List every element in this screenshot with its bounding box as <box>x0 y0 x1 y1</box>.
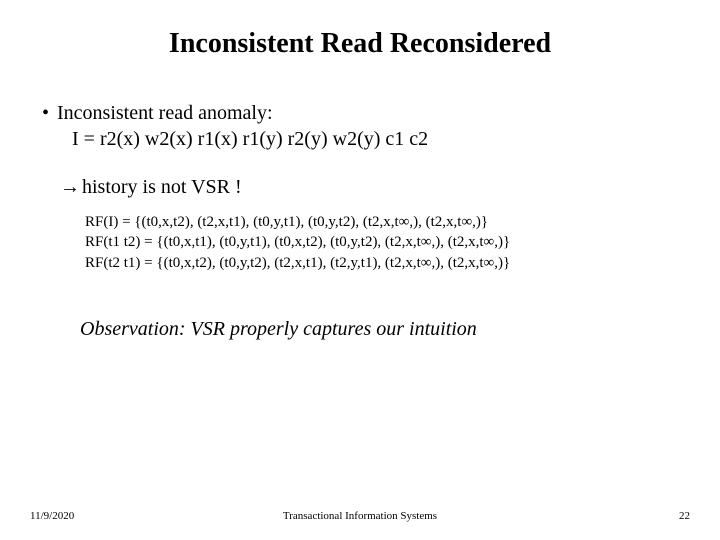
bullet-formula: I = r2(x) w2(x) r1(x) r1(y) r2(y) w2(y) … <box>72 126 690 152</box>
slide-title: Inconsistent Read Reconsidered <box>30 28 690 60</box>
rf-line-3: RF(t2 t1) = {(t0,x,t2), (t0,y,t2), (t2,x… <box>85 253 690 273</box>
bullet-section: • Inconsistent read anomaly: I = r2(x) w… <box>42 100 690 152</box>
footer-date: 11/9/2020 <box>30 510 74 522</box>
arrow-line: → history is not VSR ! <box>60 174 690 200</box>
bullet-line: • Inconsistent read anomaly: <box>42 100 690 126</box>
observation-text: Observation: VSR properly captures our i… <box>80 318 690 341</box>
rf-block: RF(I) = {(t0,x,t2), (t2,x,t1), (t0,y,t1)… <box>85 212 690 273</box>
footer-center: Transactional Information Systems <box>283 510 437 522</box>
arrow-icon: → <box>60 174 80 200</box>
bullet-marker-icon: • <box>42 100 49 126</box>
slide-container: Inconsistent Read Reconsidered • Inconsi… <box>0 0 720 540</box>
bullet-heading: Inconsistent read anomaly: <box>57 100 273 126</box>
arrow-text: history is not VSR ! <box>82 174 242 200</box>
footer-page: 22 <box>679 510 690 522</box>
rf-line-2: RF(t1 t2) = {(t0,x,t1), (t0,y,t1), (t0,x… <box>85 232 690 252</box>
rf-line-1: RF(I) = {(t0,x,t2), (t2,x,t1), (t0,y,t1)… <box>85 212 690 232</box>
footer: 11/9/2020 Transactional Information Syst… <box>0 510 720 522</box>
